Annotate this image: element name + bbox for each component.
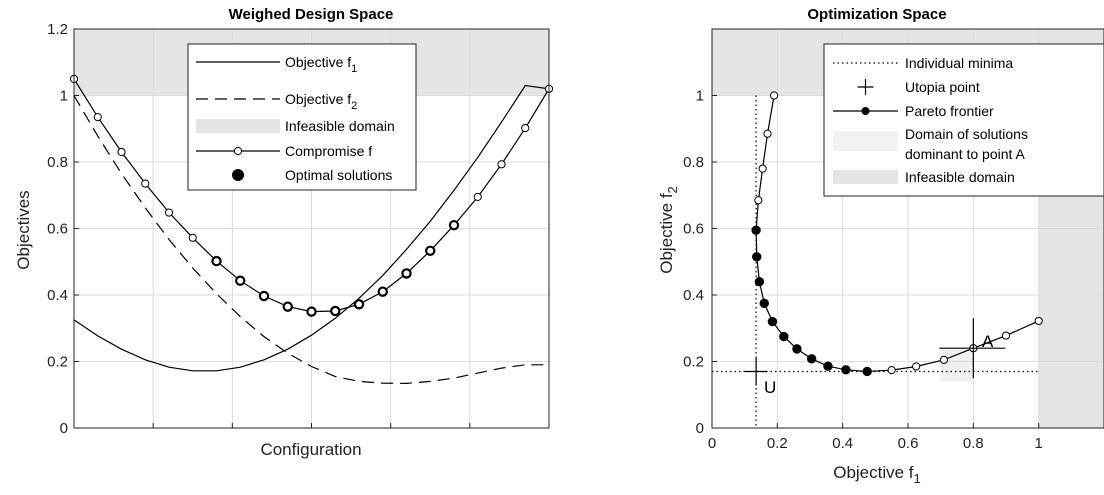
legend-marker-compromise — [233, 146, 243, 156]
legend-swatch-infeasible — [833, 170, 898, 184]
chart-weighed-design-space: Weighed Design Space 0 0.2 0.4 0.6 0.8 1 1.2 C… — [14, 6, 554, 459]
legend-label-compromise: Compromise f — [285, 143, 372, 159]
x-tick-label: 1 — [1034, 435, 1042, 452]
compromise-point — [402, 269, 411, 278]
compromise-point — [355, 300, 363, 309]
compromise-point — [260, 292, 268, 300]
x-tick-label: 0.8 — [963, 435, 984, 452]
legend-label-pareto: Pareto frontier — [905, 103, 994, 119]
x-tick-label: 0.4 — [832, 435, 853, 452]
pareto-point-optimal — [862, 366, 872, 377]
y-tick-label: 0.8 — [683, 154, 704, 171]
y-axis-label: Objectives — [14, 190, 33, 269]
legend-label-dominant-line1: Domain of solutions — [905, 126, 1028, 142]
pareto-point — [1001, 331, 1011, 340]
y-tick-label: 0.2 — [47, 354, 68, 371]
y-tick-label: 0.6 — [47, 221, 68, 238]
compromise-point — [164, 208, 174, 217]
compromise-point — [117, 147, 126, 157]
x-axis-label: Objective f1 — [833, 463, 921, 486]
legend: Objective f1 Objective f2 Infeasible dom… — [187, 43, 417, 191]
compromise-point — [497, 160, 506, 169]
pareto-point — [887, 366, 896, 375]
pareto-point-optimal — [823, 361, 833, 371]
y-axis-label: Objective f2 — [657, 186, 680, 274]
dominant-region — [940, 348, 974, 382]
y-tick-label: 0 — [696, 420, 704, 437]
y-tick-label: 1.2 — [47, 21, 68, 38]
y-tick-label: 1 — [696, 88, 704, 105]
legend: Individual minima Utopia point Pareto fr… — [823, 43, 1104, 197]
pareto-point-optimal — [759, 298, 769, 309]
pareto-point-optimal — [779, 331, 789, 342]
utopia-point-label: U — [764, 378, 776, 397]
legend-label-f2: Objective f2 — [285, 91, 357, 112]
pareto-point — [763, 129, 772, 138]
chart-title: Optimization Space — [807, 6, 946, 23]
x-tick-label: 0 — [708, 435, 716, 452]
compromise-point — [236, 276, 245, 285]
y-tick-label: 0 — [60, 420, 68, 437]
legend-label-infeasible: Infeasible domain — [285, 118, 395, 134]
y-tick-label: 0.8 — [47, 154, 68, 171]
legend-label-infeasible: Infeasible domain — [905, 169, 1015, 185]
legend-marker-optimal — [232, 169, 244, 181]
y-tick-label: 0.4 — [47, 287, 68, 304]
y-tick-label: 0.2 — [683, 354, 704, 371]
compromise-point — [141, 179, 150, 188]
x-axis-label: Configuration — [260, 440, 361, 459]
y-tick-label: 0.6 — [683, 221, 704, 238]
pareto-point-optimal — [754, 277, 765, 287]
legend-swatch-dominant — [833, 131, 898, 151]
pareto-point-optimal — [751, 225, 761, 235]
legend-marker-utopia — [857, 79, 874, 95]
compromise-point — [307, 307, 316, 316]
legend-swatch-infeasible — [196, 119, 280, 133]
pareto-point-optimal — [841, 365, 851, 375]
compromise-point — [378, 287, 387, 296]
point-a-crosshair — [939, 318, 1006, 379]
y-tick-label: 1 — [60, 88, 68, 105]
series-line-f1 — [73, 84, 550, 372]
series-line-f2 — [73, 95, 549, 385]
compromise-point — [331, 307, 340, 315]
compromise-point — [426, 246, 435, 255]
compromise-point — [283, 302, 292, 311]
y-tick-label: 0.4 — [683, 287, 704, 304]
pareto-point-optimal — [792, 344, 802, 354]
compromise-point — [188, 233, 197, 242]
legend-box — [187, 43, 417, 191]
pareto-point-optimal — [767, 316, 778, 327]
point-a-label: A — [982, 332, 994, 351]
pareto-point-optimal — [806, 354, 817, 364]
x-tick-label: 0.2 — [767, 435, 788, 452]
pareto-point — [758, 164, 767, 173]
chart-optimization-space: Optimization Space 0 0.2 0.4 0.6 0.8 1 0 0.2 0.4… — [657, 6, 1104, 486]
legend-label-dominant-line2: dominant to point A — [905, 146, 1026, 162]
pareto-point — [769, 91, 779, 100]
legend-label-minima: Individual minima — [905, 55, 1013, 71]
pareto-point — [754, 196, 763, 205]
compromise-point — [93, 113, 102, 122]
x-tick-label: 0.6 — [898, 435, 919, 452]
pareto-point — [912, 362, 921, 371]
legend-label-optimal: Optimal solutions — [285, 167, 392, 183]
compromise-point — [473, 192, 482, 202]
pareto-point — [939, 355, 949, 364]
pareto-point-optimal — [752, 252, 762, 262]
legend-label-utopia: Utopia point — [905, 79, 980, 95]
chart-title: Weighed Design Space — [229, 6, 394, 23]
compromise-point — [450, 221, 458, 229]
utopia-point-marker — [745, 357, 768, 386]
compromise-point — [521, 123, 530, 133]
pareto-point — [1034, 316, 1043, 326]
legend-label-f1: Objective f1 — [285, 54, 357, 75]
compromise-point — [212, 257, 221, 265]
legend-marker-pareto — [861, 107, 870, 115]
